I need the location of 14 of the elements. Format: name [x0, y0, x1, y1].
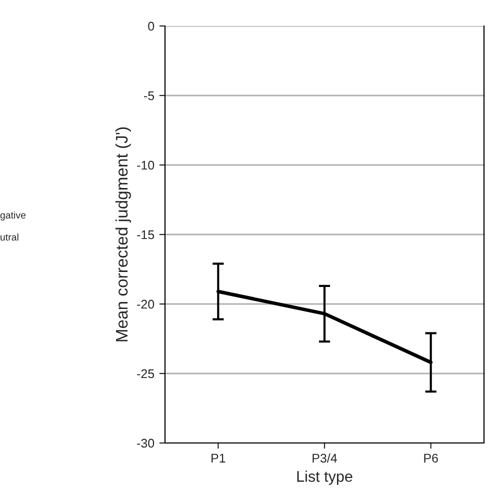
x-tick-label: P3/4 [312, 453, 337, 463]
y-tick-label: -25 [137, 369, 154, 378]
y-tick-label: -10 [137, 160, 154, 170]
y-tick-label: -20 [137, 300, 154, 309]
y-tick-label: -30 [137, 438, 154, 448]
x-tick-label: P6 [424, 454, 438, 463]
y-tick-label: -5 [144, 91, 154, 100]
x-axis-title: List type [297, 470, 352, 485]
y-tick-label: -15 [137, 230, 154, 240]
x-tick-label: P1 [212, 454, 226, 462]
text: utral [0, 233, 18, 241]
y-tick-label: 0 [148, 22, 154, 31]
y-axis-title: Mean corrected judgment (J') [115, 127, 131, 342]
text: gative [0, 211, 26, 221]
